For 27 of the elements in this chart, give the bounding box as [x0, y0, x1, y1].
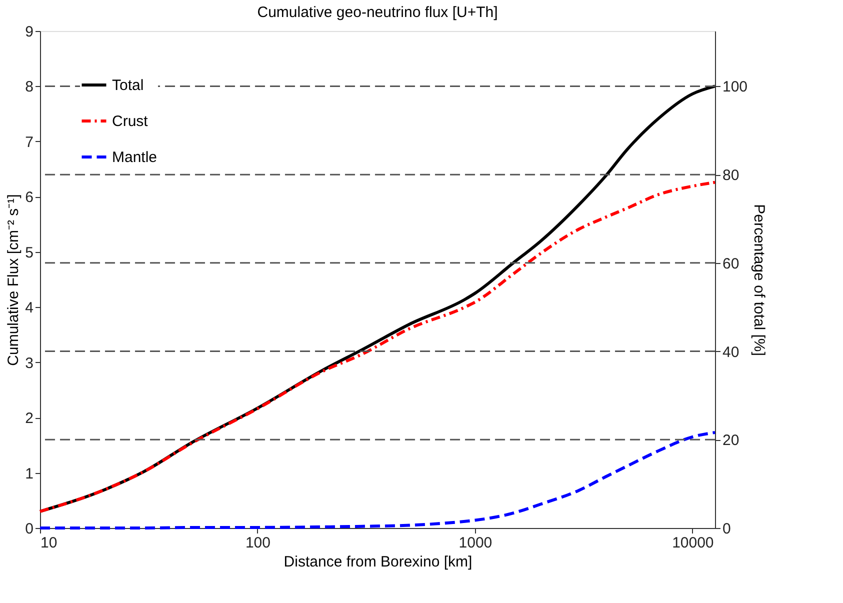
- y-tick-label: 0: [25, 520, 34, 538]
- legend-label: Total: [112, 77, 144, 94]
- y2-tick-label: 80: [722, 167, 740, 184]
- y2-tick-label: 40: [722, 344, 740, 361]
- legend-label: Crust: [112, 113, 149, 130]
- x-tick-label: 100: [245, 534, 270, 552]
- y-tick-label: 2: [25, 410, 34, 428]
- y2-tick-label: 100: [722, 78, 748, 96]
- y-tick-label: 8: [25, 78, 34, 96]
- legend-label: Mantle: [112, 149, 158, 166]
- y-tick-label: 7: [25, 134, 34, 151]
- x-tick-label: 10: [40, 534, 58, 552]
- x-axis-title: Distance from Borexino [km]: [284, 554, 472, 570]
- y-tick-label: 6: [25, 189, 34, 206]
- x-tick-label: 1000: [458, 534, 492, 552]
- y2-axis-title: Percentage of total [%]: [750, 204, 768, 356]
- y-tick-label: 9: [25, 24, 34, 40]
- y-tick-label: 5: [25, 244, 34, 262]
- y-tick-label: 1: [25, 465, 34, 482]
- chart-title: Cumulative geo-neutrino flux [U+Th]: [257, 4, 498, 21]
- y2-tick-label: 0: [722, 520, 731, 538]
- y2-tick-label: 20: [722, 432, 740, 450]
- y2-tick-label: 60: [722, 255, 740, 272]
- x-tick-label: 10000: [672, 534, 714, 552]
- y-tick-label: 4: [25, 300, 34, 317]
- y-tick-label: 3: [25, 354, 34, 372]
- y-axis-title: Cumulative Flux [cm⁻² s⁻¹]: [5, 194, 22, 366]
